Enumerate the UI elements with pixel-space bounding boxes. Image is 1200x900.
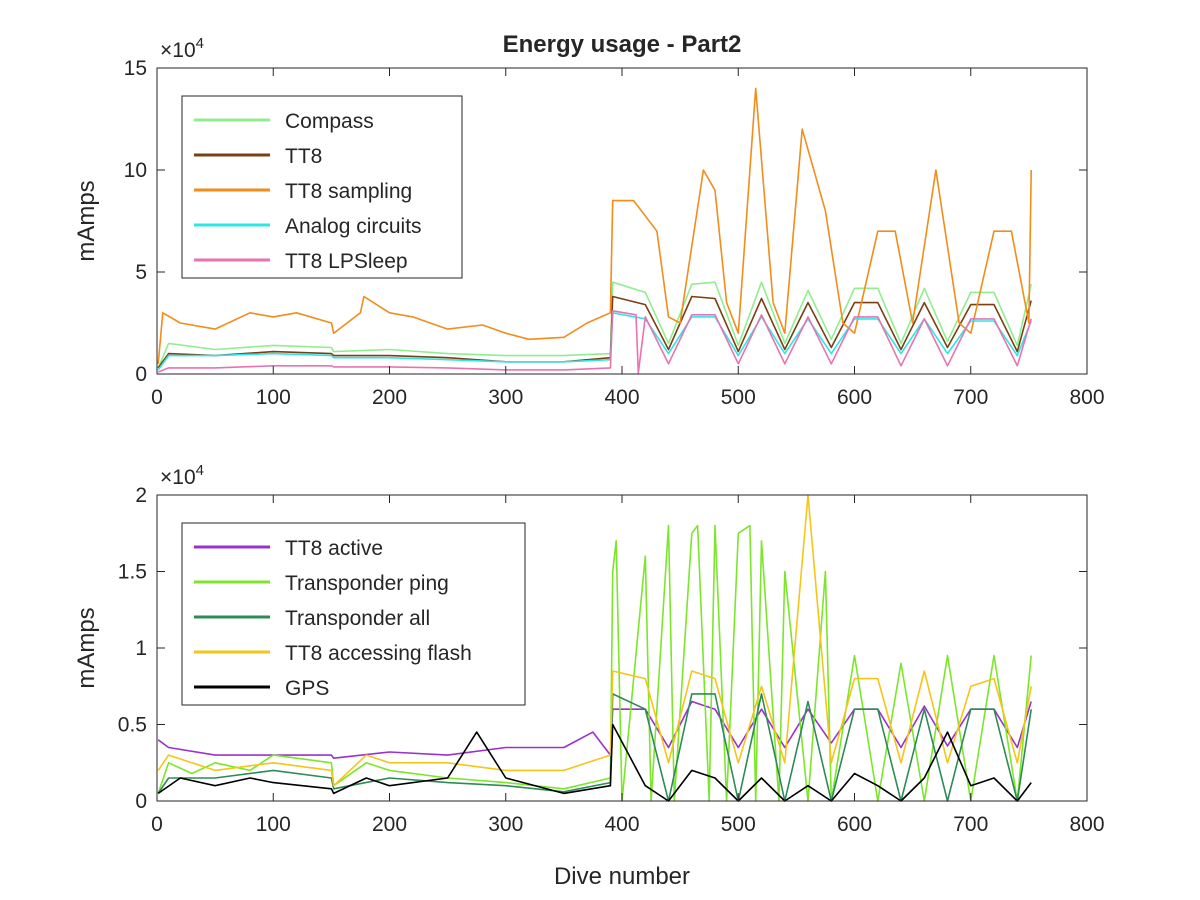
legend-label-1-2: Transponder all	[285, 607, 430, 630]
x-tick-label-0-8: 800	[1069, 386, 1104, 409]
x-tick-label-1-5: 500	[721, 813, 756, 836]
series-line-1-3	[157, 494, 1032, 787]
series-line-0-4	[157, 309, 1032, 374]
legend-label-0-1: TT8	[285, 145, 322, 168]
y-tick-label-0-1: 5	[135, 261, 147, 284]
x-axis-label: Dive number	[554, 863, 690, 890]
x-tick-label-0-2: 200	[372, 386, 407, 409]
x-tick-label-0-0: 0	[151, 386, 163, 409]
x-tick-label-1-6: 600	[837, 813, 872, 836]
legend-label-1-0: TT8 active	[285, 537, 383, 560]
series-line-0-1	[157, 295, 1032, 369]
x-tick-label-1-8: 800	[1069, 813, 1104, 836]
legend-label-1-3: TT8 accessing flash	[285, 642, 472, 665]
x-tick-label-1-7: 700	[953, 813, 988, 836]
legend-box-1	[181, 522, 526, 706]
top-y-axis-label: mAmps	[73, 180, 100, 261]
series-line-1-0	[157, 700, 1032, 760]
top-series-layer	[157, 87, 1032, 374]
x-tick-label-1-2: 200	[372, 813, 407, 836]
top-ticks-layer: 0 100 200 300 400 500 600 700 800 0 5 10 15	[124, 57, 1105, 409]
legend-label-0-4: TT8 LPSleep	[285, 250, 408, 273]
legend-label-0-2: TT8 sampling	[285, 180, 412, 203]
series-line-0-2	[157, 87, 1032, 364]
bottom-legend: TT8 active Transponder ping Transponder al…	[181, 522, 526, 706]
y-tick-label-1-1: 0.5	[118, 714, 147, 737]
x-tick-label-0-3: 300	[488, 386, 523, 409]
bottom-exponent-label: ×104	[160, 462, 204, 489]
top-exponent-label: ×104	[160, 35, 204, 62]
chart-title: Energy usage - Part2	[503, 31, 742, 58]
legend-label-0-0: Compass	[285, 110, 374, 133]
legend-label-1-4: GPS	[285, 677, 329, 700]
y-tick-label-0-3: 15	[124, 57, 147, 80]
bottom-y-axis-label: mAmps	[73, 607, 100, 688]
x-tick-label-0-6: 600	[837, 386, 872, 409]
y-tick-label-0-0: 0	[135, 363, 147, 386]
series-line-1-1	[157, 524, 1032, 802]
series-line-0-0	[157, 281, 1032, 369]
y-tick-label-1-3: 1.5	[118, 561, 147, 584]
bottom-ticks-layer: 0 100 200 300 400 500 600 700 800 0 0.5 1 1.5 2	[118, 484, 1105, 836]
legend-box-0	[181, 95, 463, 279]
legend-label-1-1: Transponder ping	[285, 572, 449, 595]
x-tick-label-1-3: 300	[488, 813, 523, 836]
top-chart: 0 100 200 300 400 500 600 700 800 0 5 10 15 ×104 mAm…	[73, 31, 1105, 409]
x-tick-label-1-1: 100	[256, 813, 291, 836]
x-tick-label-1-4: 400	[604, 813, 639, 836]
y-tick-label-1-0: 0	[135, 790, 147, 813]
y-tick-label-0-2: 10	[124, 159, 147, 182]
x-tick-label-0-7: 700	[953, 386, 988, 409]
series-line-0-3	[157, 311, 1032, 371]
x-tick-label-0-5: 500	[721, 386, 756, 409]
series-line-1-2	[157, 693, 1032, 802]
top-legend: Compass TT8 TT8 sampling Analog circuits TT8…	[181, 95, 463, 279]
x-tick-label-0-4: 400	[604, 386, 639, 409]
x-tick-label-0-1: 100	[256, 386, 291, 409]
y-tick-label-1-4: 2	[135, 484, 147, 507]
legend-label-0-3: Analog circuits	[285, 215, 422, 238]
y-tick-label-1-2: 1	[135, 637, 147, 660]
x-tick-label-1-0: 0	[151, 813, 163, 836]
